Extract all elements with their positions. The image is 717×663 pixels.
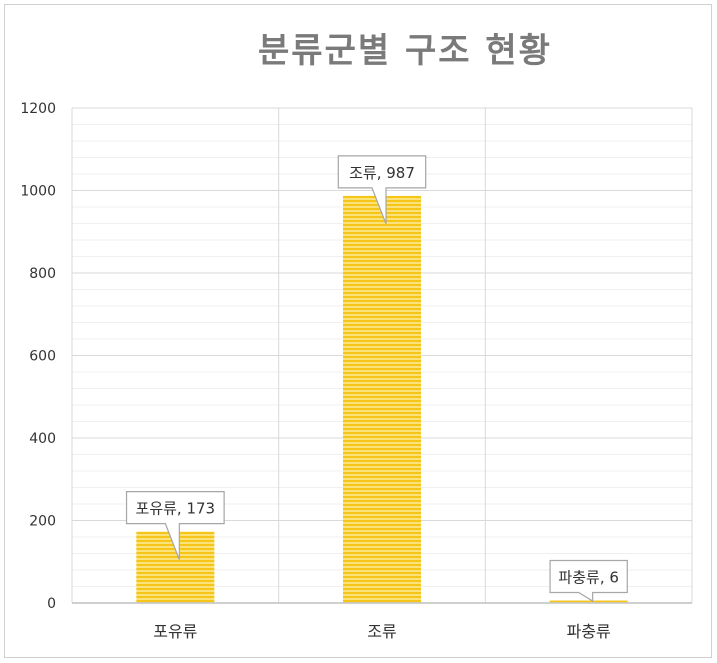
data-label-callout — [337, 155, 427, 225]
y-tick-label: 400 — [29, 431, 56, 447]
y-tick-label: 600 — [29, 349, 56, 365]
x-tick-label: 조류 — [367, 622, 396, 641]
x-tick-label: 파충류 — [567, 622, 611, 641]
axes: 0 200 400 600 800 1000 1200 포유류 조류 파충류 — [20, 101, 692, 641]
data-label: 포유류, 173 — [136, 500, 216, 518]
y-tick-label: 1200 — [20, 101, 56, 117]
data-labels: 포유류, 173 조류, 987 파충류, 6 — [125, 155, 628, 603]
y-tick-label: 800 — [29, 266, 56, 282]
bars — [136, 195, 628, 604]
data-label-callout — [125, 491, 225, 560]
y-tick-label: 0 — [47, 596, 56, 612]
x-tick-label: 포유류 — [153, 622, 197, 641]
data-label-callout — [549, 559, 628, 603]
chart-frame — [4, 4, 712, 658]
data-label: 조류, 987 — [349, 164, 415, 182]
bar-파충류 — [549, 600, 628, 603]
bar-조류 — [343, 195, 421, 604]
y-tick-label: 1000 — [20, 184, 56, 200]
y-tick-label: 200 — [29, 514, 56, 530]
chart-title: 분류군별 구조 현황 — [258, 31, 552, 71]
data-label: 파충류, 6 — [558, 569, 618, 587]
